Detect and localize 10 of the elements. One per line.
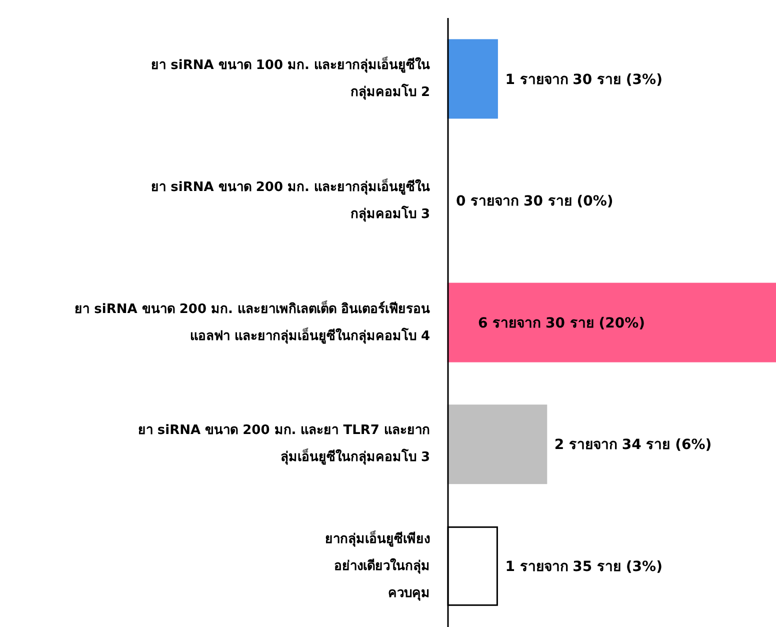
data-label: 2 รายจาก 34 ราย (6%) bbox=[554, 437, 712, 454]
y-tick-label: ยา siRNA ขนาด 200 มก. และยาเพกิเลตเต็ด อินเตอร์เฟียรอน แอลฟา และยากลุ่มเอ็นยูซีในกลุ่มคอมโบ 4 bbox=[74, 300, 430, 346]
y-tick-label: ยา siRNA ขนาด 200 มก. และยากลุ่มเอ็นยูซีในกลุ่มคอมโบ 3 bbox=[150, 178, 430, 224]
data-label: 0 รายจาก 30 ราย (0%) bbox=[456, 194, 614, 210]
y-tick-label: ยา siRNA ขนาด 200 มก. และยา TLR7 และยากลุ่มเอ็นยูซีในกลุ่มคอมโบ 3 bbox=[136, 422, 430, 468]
data-label: 1 รายจาก 35 ราย (3%) bbox=[505, 559, 662, 576]
y-tick-label: ยากลุ่มเอ็นยูซีเพียงอย่างเดียวในกลุ่มควบคุม bbox=[324, 530, 430, 603]
data-label: 1 รายจาก 30 ราย (3%) bbox=[505, 72, 662, 88]
y-tick-label: ยา siRNA ขนาด 100 มก. และยากลุ่มเอ็นยูซีในกลุ่มคอมโบ 2 bbox=[150, 56, 430, 102]
data-label: 6 รายจาก 30 ราย (20%) bbox=[478, 315, 646, 332]
